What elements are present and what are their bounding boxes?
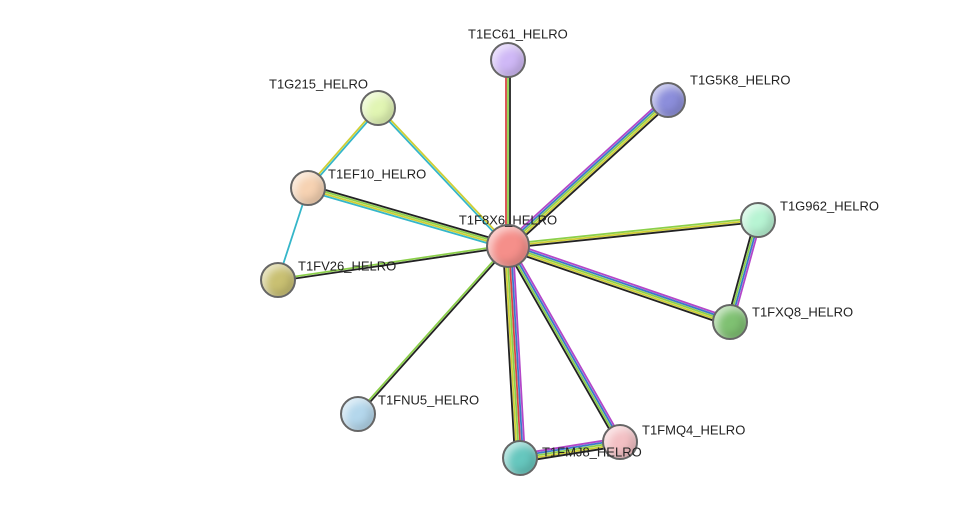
edge-center-g962 <box>508 222 758 248</box>
node-circle[interactable] <box>602 424 638 460</box>
edge-center-fnu5 <box>359 247 509 415</box>
edge-center-fxq8 <box>507 248 729 324</box>
node-circle[interactable] <box>290 170 326 206</box>
edge-center-fv26 <box>278 247 508 281</box>
edge-center-fxq8 <box>507 250 729 326</box>
node-g215[interactable] <box>360 90 396 126</box>
node-fmq4[interactable] <box>602 424 638 460</box>
edge-center-fmq4 <box>511 245 623 441</box>
edge-center-g962 <box>508 218 758 244</box>
edge-center-g962 <box>508 220 758 246</box>
node-ef10[interactable] <box>290 170 326 206</box>
edge-center-ef10 <box>307 191 507 249</box>
node-circle[interactable] <box>712 304 748 340</box>
node-fxq8[interactable] <box>712 304 748 340</box>
node-circle[interactable] <box>340 396 376 432</box>
node-circle[interactable] <box>260 262 296 298</box>
node-circle[interactable] <box>740 202 776 238</box>
node-center[interactable] <box>486 224 530 268</box>
edge-center-g5k8 <box>511 103 671 249</box>
node-circle[interactable] <box>490 42 526 78</box>
edge-center-fv26 <box>278 245 508 279</box>
node-fmj8[interactable] <box>502 440 538 476</box>
edge-center-ef10 <box>308 189 508 247</box>
edge-center-g5k8 <box>508 100 668 246</box>
node-g5k8[interactable] <box>650 82 686 118</box>
node-circle[interactable] <box>486 224 530 268</box>
node-circle[interactable] <box>650 82 686 118</box>
node-circle[interactable] <box>502 440 538 476</box>
edge-center-g5k8 <box>507 99 667 245</box>
node-fv26[interactable] <box>260 262 296 298</box>
edge-center-g5k8 <box>505 97 665 243</box>
network-graph: T1F8X6_HELROT1EC61_HELROT1G5K8_HELROT1G2… <box>0 0 976 506</box>
node-fnu5[interactable] <box>340 396 376 432</box>
node-circle[interactable] <box>360 90 396 126</box>
node-ec61[interactable] <box>490 42 526 78</box>
node-g962[interactable] <box>740 202 776 238</box>
edge-center-g5k8 <box>509 101 669 247</box>
edge-center-fnu5 <box>357 245 507 413</box>
